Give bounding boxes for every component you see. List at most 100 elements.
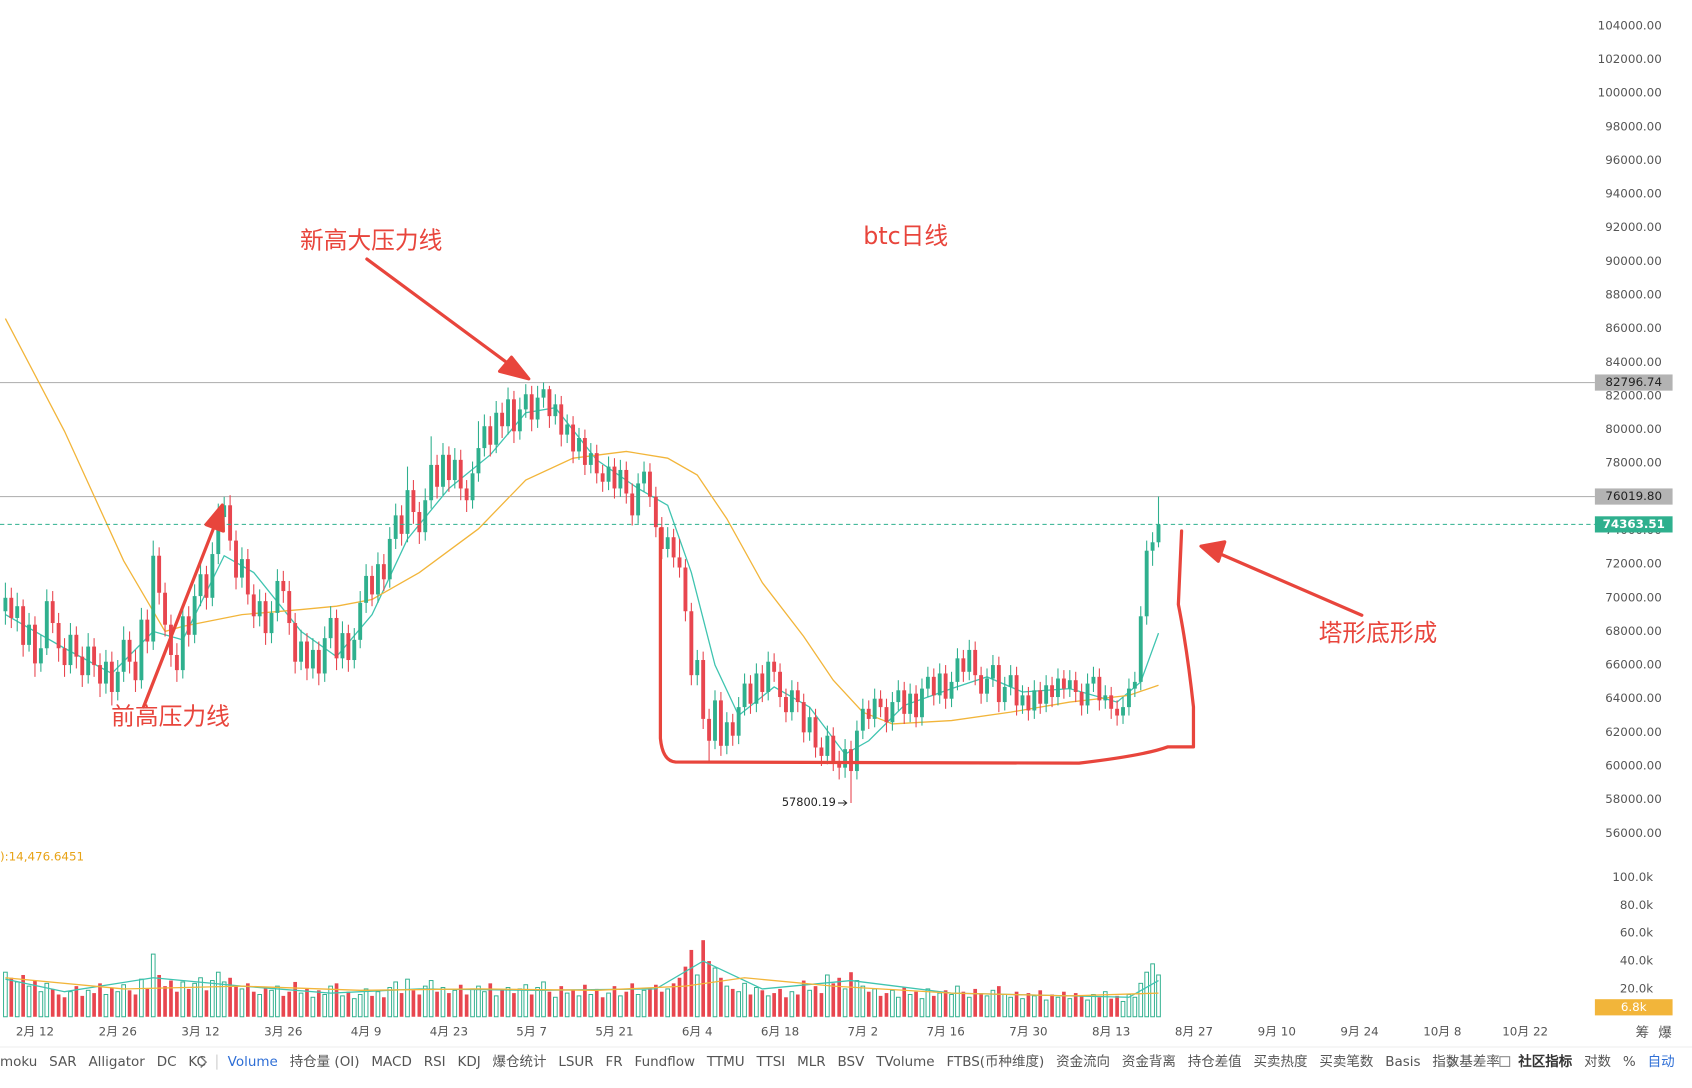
- volume-bar: [819, 993, 824, 1017]
- toolbar-item[interactable]: 资金背离: [1122, 1053, 1176, 1070]
- toolbar-item[interactable]: BSV: [838, 1054, 866, 1070]
- toolbar-item[interactable]: SAR: [49, 1054, 76, 1070]
- toolbar-item[interactable]: MACD: [371, 1054, 411, 1070]
- volume-bar: [351, 998, 357, 1018]
- toolbar-item[interactable]: Basis: [1385, 1054, 1420, 1070]
- candle-body: [748, 683, 753, 704]
- volume-bar: [576, 995, 582, 1018]
- toolbar-item[interactable]: 指数基差率: [1432, 1053, 1499, 1070]
- candle-body: [636, 483, 641, 516]
- toolbar-item[interactable]: KC: [188, 1054, 206, 1070]
- candle-body: [1132, 681, 1137, 689]
- candle-body: [293, 623, 298, 662]
- toolbar-item[interactable]: Fundflow: [635, 1054, 695, 1070]
- candle-body: [606, 466, 611, 482]
- toolbar-item[interactable]: TVolume: [875, 1054, 934, 1070]
- toolbar-item[interactable]: 资金流向: [1056, 1054, 1110, 1070]
- toolbar-item[interactable]: RSI: [424, 1054, 446, 1070]
- candle-body: [393, 515, 398, 539]
- price-label-box: [1594, 374, 1673, 391]
- candle-body: [523, 394, 528, 410]
- toolbar-item[interactable]: TTSI: [755, 1054, 785, 1070]
- toolbar-item[interactable]: KDJ: [457, 1054, 480, 1070]
- candle-body: [506, 399, 510, 427]
- chevron-icon[interactable]: [200, 1056, 208, 1068]
- toolbar-item[interactable]: 持仓量 (OI): [290, 1054, 360, 1070]
- toolbar-item[interactable]: LSUR: [558, 1054, 593, 1070]
- candle-body: [582, 437, 587, 465]
- candle-body: [890, 702, 895, 723]
- toolbar-item[interactable]: Volume: [228, 1054, 278, 1070]
- x-tick-label: 9月 10: [1258, 1024, 1296, 1038]
- volume-bar: [98, 983, 102, 1017]
- volume-bar: [831, 983, 836, 1017]
- candle-body: [1091, 676, 1096, 684]
- volume-bar: [878, 995, 883, 1017]
- candle-body: [707, 718, 712, 741]
- volume-bar: [842, 988, 848, 1018]
- toolbar-item[interactable]: FR: [606, 1054, 623, 1070]
- toolbar-item[interactable]: 爆仓统计: [493, 1054, 547, 1070]
- toolbar-item[interactable]: 持仓差值: [1188, 1054, 1242, 1070]
- y-tick-label: 70000.00: [1605, 590, 1662, 604]
- toolbar-item[interactable]: 买卖热度: [1254, 1054, 1308, 1070]
- volume-bar: [1097, 997, 1102, 1017]
- volume-tick-label: 20.0k: [1620, 981, 1653, 995]
- candle-body: [630, 493, 635, 516]
- candle-body: [718, 700, 723, 746]
- toolbar-item[interactable]: %: [1623, 1054, 1636, 1070]
- arrow-head: [497, 355, 531, 381]
- toolbar-item[interactable]: FTBS(币种维度): [946, 1054, 1044, 1070]
- volume-bar: [305, 988, 309, 1017]
- volume-bar: [228, 977, 232, 1017]
- volume-bar: [765, 995, 771, 1018]
- candle-body: [825, 735, 830, 756]
- volume-bar: [74, 986, 79, 1017]
- candle-body: [281, 580, 286, 592]
- last-price-box: [1594, 516, 1673, 533]
- volume-bar: [588, 993, 594, 1018]
- candle-body: [316, 649, 321, 674]
- candle-body: [435, 464, 440, 487]
- toolbar-item[interactable]: DC: [157, 1054, 177, 1070]
- volume-bar: [961, 991, 966, 1017]
- candle-body: [340, 633, 345, 659]
- volume-bar: [357, 993, 363, 1018]
- low-label: 57800.19: [782, 795, 836, 809]
- volume-bar: [789, 991, 795, 1018]
- x-tick-label: 9月 24: [1340, 1024, 1378, 1038]
- volume-bar: [1020, 998, 1025, 1018]
- candle-body: [115, 671, 120, 692]
- toolbar-item[interactable]: TTMU: [706, 1054, 745, 1070]
- x-tick-label: 8月 27: [1175, 1024, 1213, 1038]
- toolbar-item[interactable]: 对数: [1584, 1054, 1611, 1070]
- candle-body: [937, 673, 942, 696]
- side-button[interactable]: 爆: [1658, 1025, 1672, 1041]
- candle-body: [157, 555, 162, 593]
- side-button[interactable]: 筹: [1636, 1024, 1649, 1041]
- candle-body: [210, 554, 215, 598]
- candle-body: [103, 661, 108, 684]
- x-tick-label: 3月 26: [264, 1024, 302, 1038]
- volume-bar: [730, 988, 735, 1017]
- candle-body: [683, 567, 688, 612]
- candle-body: [577, 437, 581, 452]
- volume-bar: [110, 987, 114, 1017]
- volume-bar: [860, 985, 866, 1018]
- toolbar-item[interactable]: 自动: [1648, 1054, 1675, 1070]
- volume-bar: [393, 981, 398, 1018]
- candle-body: [789, 690, 794, 713]
- candle-body: [1121, 707, 1125, 716]
- volume-bar: [163, 986, 167, 1017]
- toolbar-item[interactable]: 社区指标: [1517, 1053, 1572, 1070]
- toolbar-item[interactable]: moku: [0, 1054, 37, 1070]
- volume-bar: [801, 980, 806, 1017]
- edit-icon[interactable]: [1499, 1056, 1511, 1067]
- toolbar-item[interactable]: 买卖笔数: [1319, 1054, 1373, 1070]
- chevron-icon[interactable]: [1448, 1056, 1456, 1068]
- toolbar-item[interactable]: Alligator: [88, 1054, 145, 1070]
- toolbar-item[interactable]: MLR: [797, 1054, 826, 1070]
- y-tick-label: 92000.00: [1605, 220, 1662, 234]
- candle-body: [346, 633, 351, 661]
- candle-body: [931, 676, 936, 696]
